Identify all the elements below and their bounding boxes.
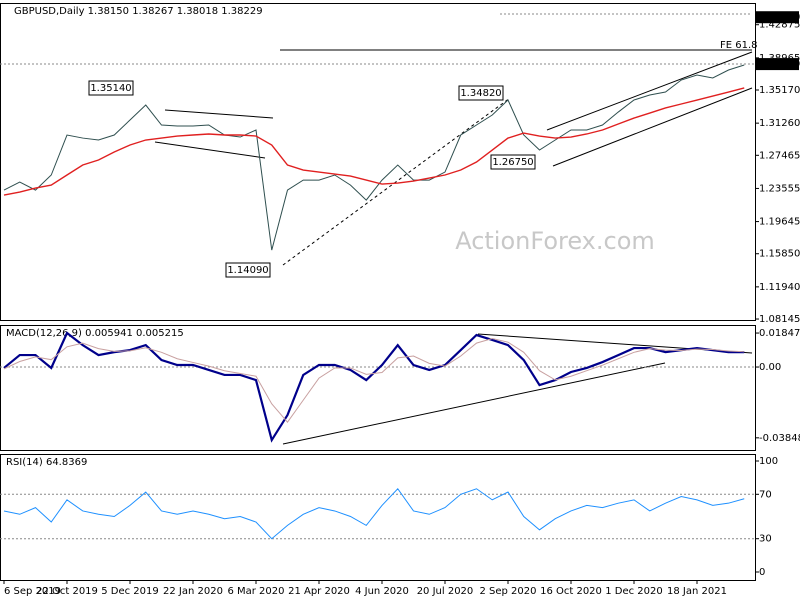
x-tick-label: 21 Apr 2020 [288, 586, 350, 597]
x-tick-label: 2 Sep 2020 [479, 586, 536, 597]
y-tick-label: 70 [759, 489, 772, 500]
x-tick-label: 18 Jan 2021 [667, 586, 727, 597]
channel-bottom [552, 87, 753, 167]
rsi-panel [0, 454, 756, 581]
price-box [756, 58, 799, 71]
series-line [3, 487, 745, 540]
y-tick-label: 1.15850 [759, 249, 800, 260]
annotation-box [490, 154, 536, 170]
y-tick-label: 1.35170 [759, 85, 800, 96]
annotation: FE 61.8 [720, 40, 758, 51]
y-tick-label: 1.23555 [759, 183, 800, 194]
series-line [3, 87, 745, 196]
annotation-box [458, 85, 504, 101]
y-tick-label: -0.038486 [759, 433, 800, 444]
price-panel [0, 3, 756, 321]
retrace-line [282, 97, 511, 266]
x-tick-label: 20 Jul 2020 [417, 586, 474, 597]
macd-trend [282, 362, 666, 445]
watermark: ActionForex.com [455, 227, 655, 255]
x-tick-label: 16 Oct 2020 [540, 586, 602, 597]
price-box [756, 11, 799, 24]
annotation-box [88, 80, 134, 96]
y-tick-label: 1.27465 [759, 150, 800, 161]
annotation: 1.14090 [227, 265, 268, 276]
x-tick-label: 1 Dec 2020 [605, 586, 663, 597]
x-tick-label: 6 Mar 2020 [227, 586, 284, 597]
x-tick-label: 4 Jun 2020 [355, 586, 409, 597]
x-tick-label: 22 Oct 2019 [36, 586, 98, 597]
rsi-title: RSI(14) 64.8369 [6, 457, 87, 468]
annotation: 1.35140 [90, 83, 131, 94]
y-tick-label: 0.018471 [759, 328, 800, 339]
y-tick-label: 0.00 [759, 362, 781, 373]
y-tick-label: 100 [759, 456, 778, 467]
flag-top [164, 109, 274, 119]
series-line [3, 337, 745, 424]
annotation: 1.26750 [492, 157, 533, 168]
y-tick-label: 1.11940 [759, 282, 800, 293]
y-tick-label: 1.43760 [759, 12, 800, 23]
macd-panel [0, 325, 756, 451]
y-tick-label: 1.31260 [759, 118, 800, 129]
y-tick-label: 1.19645 [759, 217, 800, 228]
y-tick-label: 1.38229 [759, 59, 800, 70]
y-tick-label: 0 [759, 567, 765, 578]
flag-bottom [154, 141, 266, 159]
x-tick-label: 22 Jan 2020 [163, 586, 223, 597]
series-line [3, 64, 745, 251]
price-title: GBPUSD,Daily 1.38150 1.38267 1.38018 1.3… [14, 6, 263, 17]
y-tick-label: 30 [759, 534, 772, 545]
y-tick-label: 1.42875 [759, 20, 800, 31]
macd-title: MACD(12,26,9) 0.005941 0.005215 [6, 328, 184, 339]
y-tick-label: 1.08145 [759, 314, 800, 325]
x-tick-label: 5 Dec 2019 [101, 586, 159, 597]
annotation-box [225, 262, 271, 278]
annotation: 1.34820 [460, 88, 501, 99]
channel-top [546, 51, 753, 131]
x-tick-label: 6 Sep 2019 [4, 586, 61, 597]
